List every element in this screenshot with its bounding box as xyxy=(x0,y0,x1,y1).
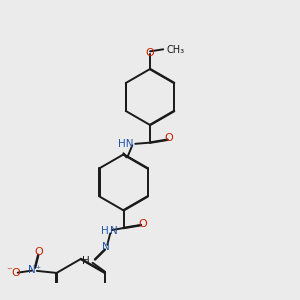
Text: ⁻: ⁻ xyxy=(7,266,12,277)
Text: CH₃: CH₃ xyxy=(166,45,184,55)
Text: O: O xyxy=(11,268,20,278)
Text: H: H xyxy=(101,226,109,236)
Text: N: N xyxy=(102,242,110,252)
Text: H: H xyxy=(82,256,90,266)
Text: N⁺: N⁺ xyxy=(28,265,41,275)
Text: O: O xyxy=(138,219,147,229)
Text: O: O xyxy=(34,247,43,257)
Text: O: O xyxy=(165,133,173,143)
Text: N: N xyxy=(110,226,118,236)
Text: O: O xyxy=(146,48,154,58)
Text: HN: HN xyxy=(118,139,134,149)
